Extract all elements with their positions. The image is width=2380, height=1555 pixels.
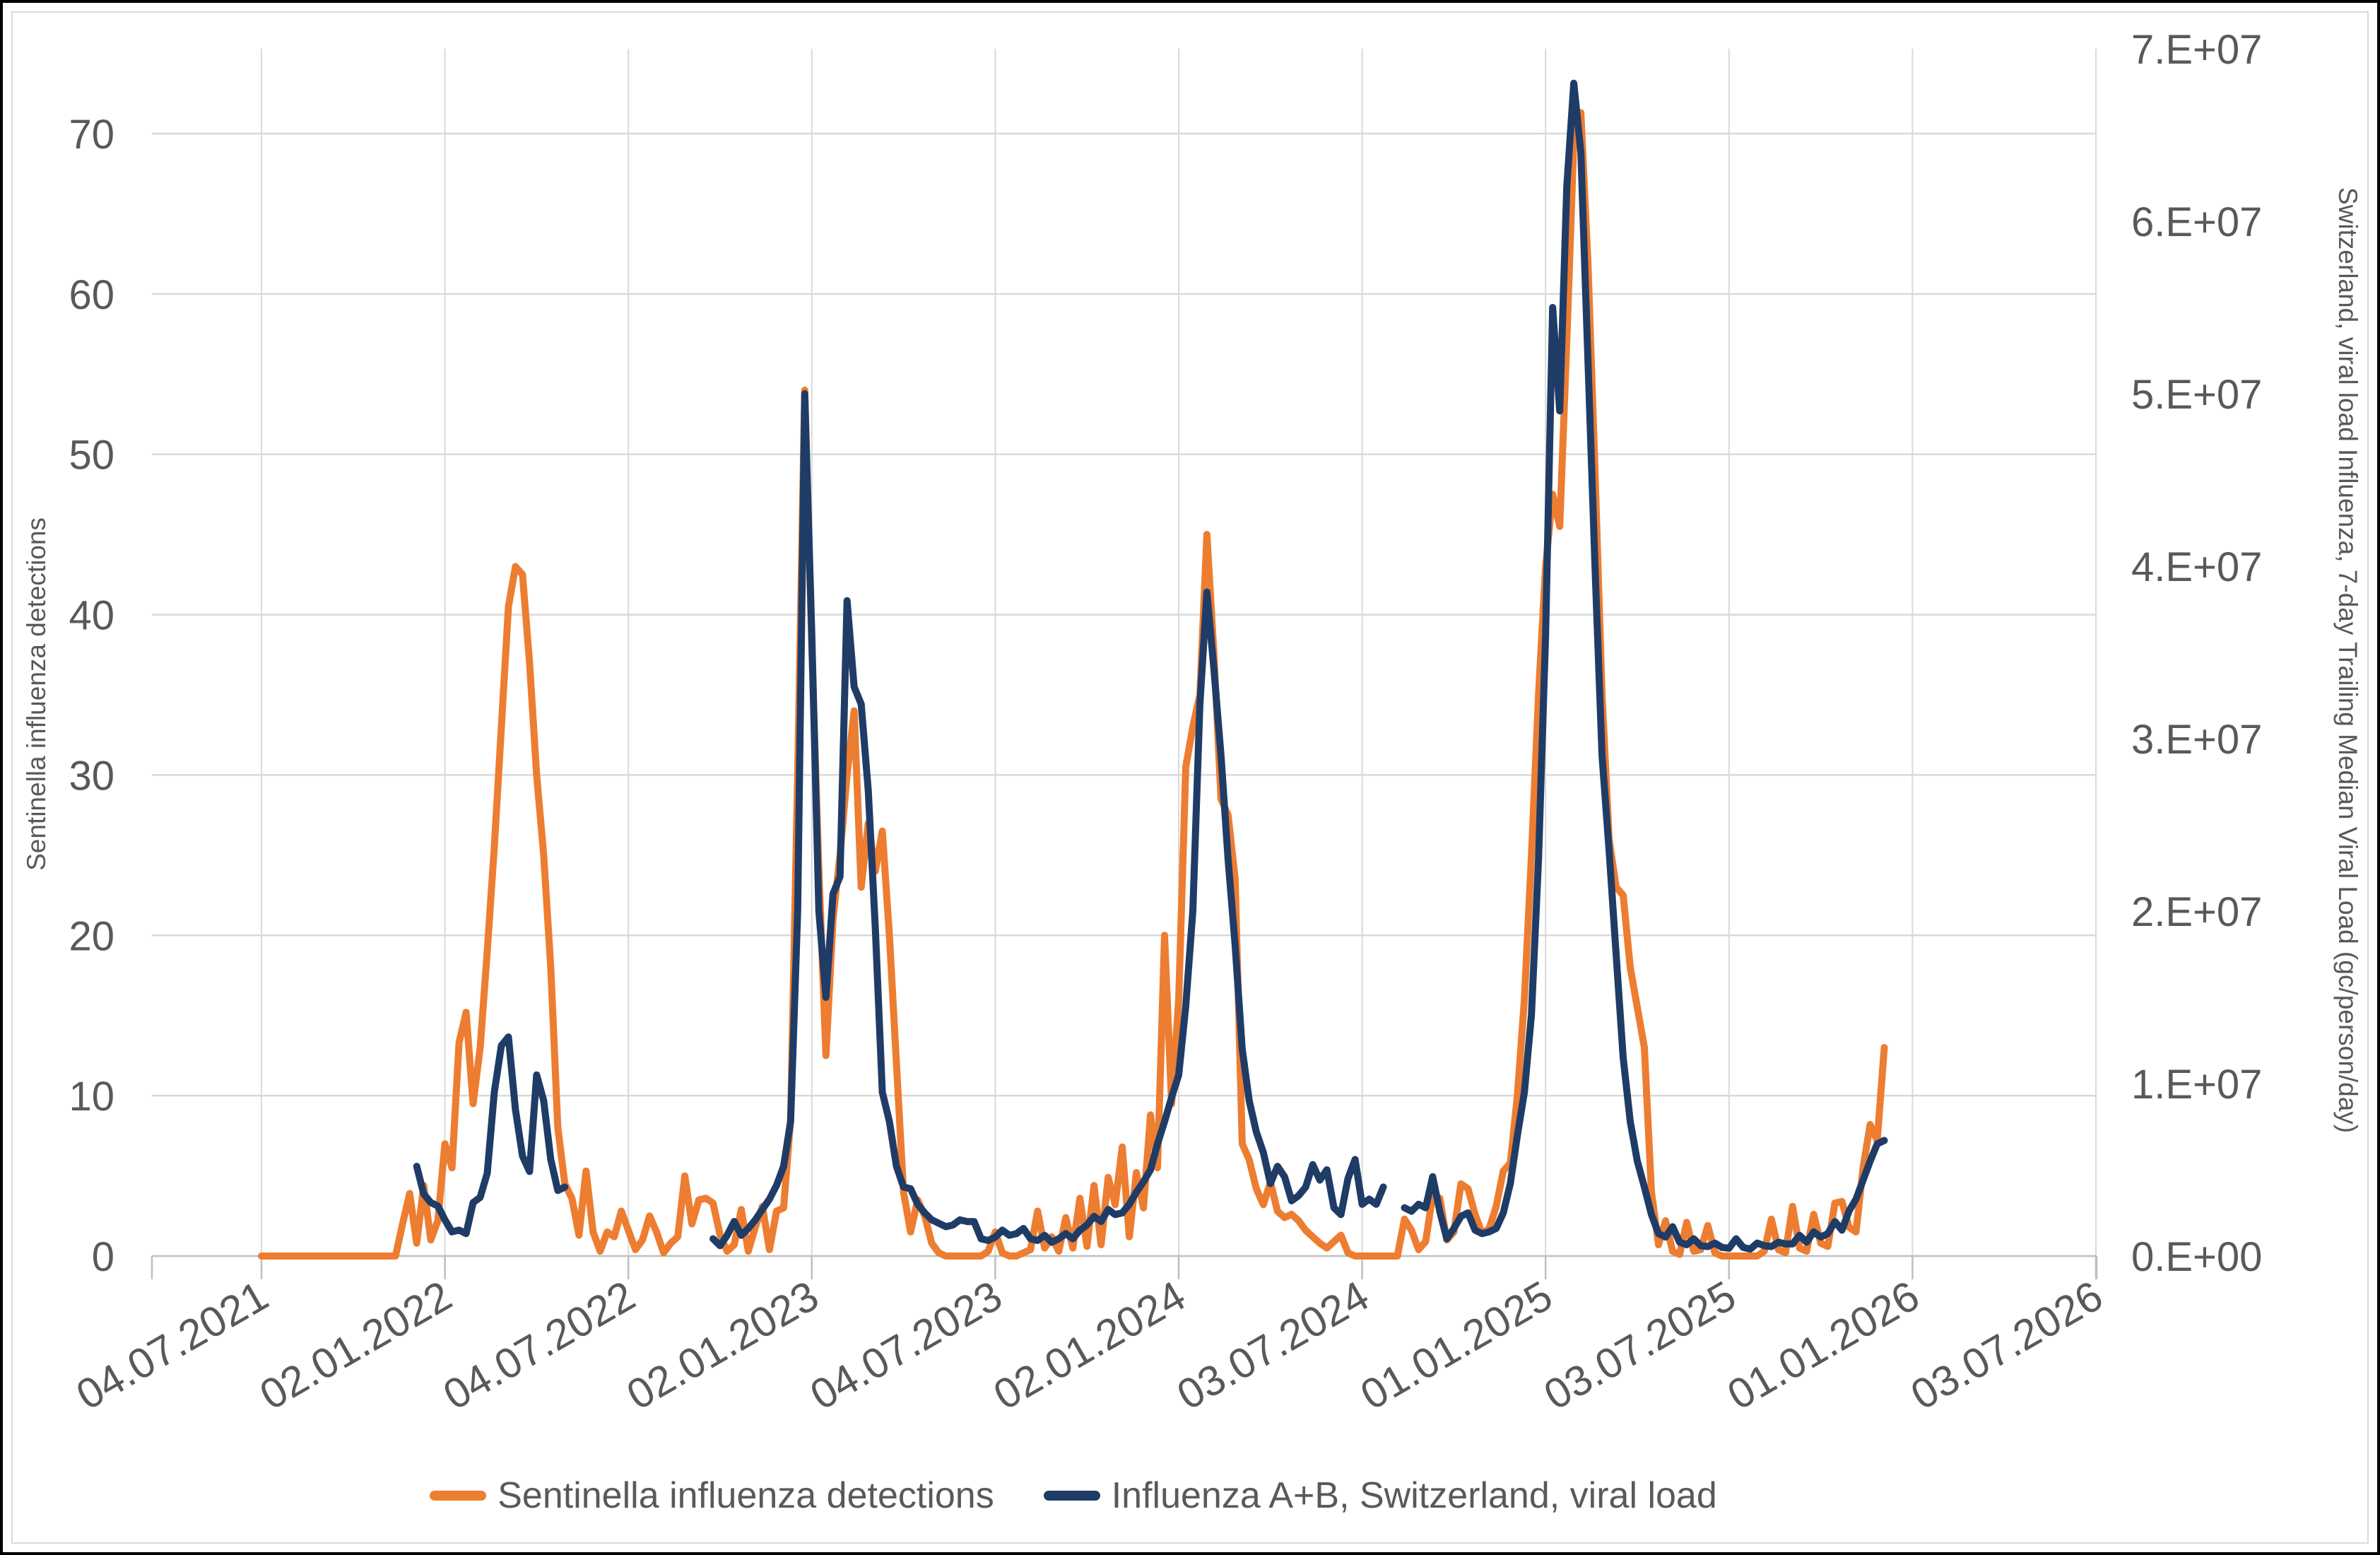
series-line-sentinella: [258, 109, 1888, 1260]
right-axis-tick-label-5: 5.E+07: [2131, 372, 2262, 418]
left-axis-tick-label-0: 0: [92, 1234, 114, 1280]
right-axis-tick-label-4: 4.E+07: [2131, 544, 2262, 590]
left-axis-tick-label-70: 70: [69, 112, 114, 158]
chart-area-border: [11, 11, 2369, 1544]
influenza-line-chart: 0 10 20 30 40 50 60 70 0.E+00 1.E+07 2.E+07 3.E+07 4…: [69, 27, 2263, 1419]
x-axis-date-label-5: 02.01.2024: [986, 1272, 1194, 1419]
legend-item-viral-load: Influenza A+B, Switzerland, viral load: [1043, 1474, 1717, 1517]
right-axis-tick-label-2: 2.E+07: [2131, 889, 2262, 935]
series-line-viral-load: [413, 79, 1888, 1253]
right-axis-tick-label-1: 1.E+07: [2131, 1062, 2262, 1108]
x-axis-date-label-0: 04.07.2021: [69, 1272, 276, 1419]
legend-label-sentinella: Sentinella influenza detections: [497, 1475, 994, 1516]
right-axis-tick-label-0: 0.E+00: [2131, 1234, 2262, 1280]
legend: Sentinella influenza detections Influenz…: [3, 1474, 2144, 1517]
x-axis-date-label-6: 03.07.2024: [1170, 1272, 1377, 1419]
left-axis-tick-label-30: 30: [69, 753, 114, 799]
x-axis-date-label-3: 02.01.2023: [619, 1272, 827, 1419]
left-axis-tick-label-40: 40: [69, 593, 114, 639]
right-axis-title: Switzerland, viral load Influenza, 7-day…: [2333, 187, 2362, 1134]
left-axis-title: Sentinella influenza detections: [22, 517, 51, 871]
left-axis-tick-label-60: 60: [69, 272, 114, 318]
left-axis-tick-label-10: 10: [69, 1074, 114, 1120]
legend-swatch-sentinella: [430, 1491, 487, 1501]
x-axis-date-label-4: 04.07.2023: [802, 1272, 1010, 1419]
x-axis-date-label-1: 02.01.2022: [252, 1272, 460, 1419]
left-axis-tick-label-50: 50: [69, 433, 114, 479]
legend-label-viral-load: Influenza A+B, Switzerland, viral load: [1111, 1475, 1717, 1516]
x-axis-date-label-10: 03.07.2026: [1903, 1272, 2111, 1419]
x-axis-date-label-9: 01.01.2026: [1719, 1272, 1927, 1419]
right-axis-tick-label-3: 3.E+07: [2131, 717, 2262, 763]
x-axis-date-label-8: 03.07.2025: [1536, 1272, 1744, 1419]
left-axis-tick-label-20: 20: [69, 913, 114, 959]
right-axis-tick-label-6: 6.E+07: [2131, 199, 2262, 245]
legend-item-sentinella: Sentinella influenza detections: [430, 1474, 994, 1517]
x-axis-date-label-7: 01.01.2025: [1353, 1272, 1560, 1419]
legend-swatch-viral-load: [1043, 1491, 1100, 1501]
right-axis-tick-label-7: 7.E+07: [2131, 27, 2262, 73]
x-axis-date-label-2: 04.07.2022: [435, 1272, 643, 1419]
